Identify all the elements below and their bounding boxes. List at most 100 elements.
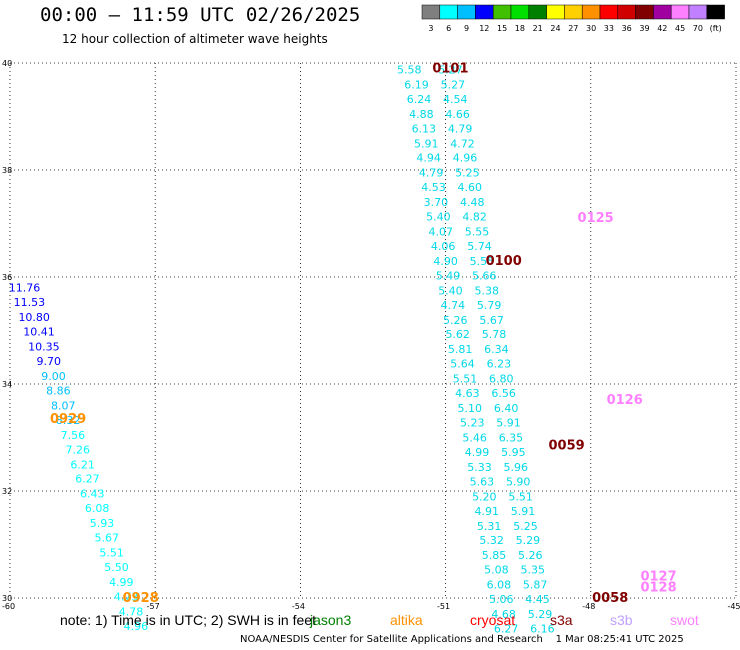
satellite-legend-s3a: s3a [550,612,573,628]
swh-value: 6.21 [70,458,95,471]
swh-value: 11.53 [14,296,46,309]
swh-value: 4.72 [450,137,475,150]
colorbar-label: 24 [550,24,560,33]
colorbar-swatch [546,4,565,20]
colorbar-legend: 3 6 9 12 15 18 21 24 27 30 33 36 39 42 45 70 (ft) [421,4,725,33]
swh-value: 5.08 [484,564,509,577]
swh-value: 6.23 [487,358,512,371]
axis-ticks: -60 -57 -54 -51 -48 -45 30 32 34 36 38 40 [2,59,740,611]
swh-value: 5.51 [99,547,124,560]
colorbar-swatch [564,4,583,20]
swh-value: 3.70 [424,196,449,209]
swh-value: 5.90 [506,475,531,488]
swh-value: 4.91 [474,505,499,518]
swh-value: 5.38 [474,284,499,297]
swh-value: 4.74 [441,299,466,312]
swh-value: 6.80 [489,373,514,386]
x-tick-label: -45 [727,602,740,611]
swh-value: 10.80 [18,311,50,324]
swh-value: 7.26 [66,443,91,456]
swh-value: 7.56 [61,429,86,442]
swh-value: 5.23 [460,417,485,430]
swh-value: 5.93 [90,517,115,530]
swh-value: 4.07 [429,226,454,239]
swh-value: 5.31 [477,520,502,533]
colorbar-label: (ft) [710,24,722,33]
pass-label: 0126 [607,393,643,408]
swh-value: 10.41 [23,326,55,339]
swh-value: 4.79 [448,122,473,135]
swh-value: 5.74 [467,240,492,253]
swh-value: 11.76 [9,282,41,295]
swh-value: 5.63 [470,475,495,488]
swh-value: 5.27 [441,78,466,91]
swh-value: 5.35 [520,564,545,577]
swh-value: 4.06 [431,240,456,253]
swh-value: 6.08 [85,502,110,515]
swh-value: 4.88 [409,108,434,121]
chart-subtitle: 12 hour collection of altimeter wave hei… [62,32,328,46]
colorbar-swatch [528,4,547,20]
swh-value: 4.78 [119,605,144,618]
colorbar-label: 12 [479,24,489,33]
colorbar-swatch [421,4,441,20]
swh-value: 5.26 [518,549,543,562]
colorbar-swatch [457,4,476,20]
colorbar-label: 15 [497,24,507,33]
colorbar-label: 9 [464,24,469,33]
swh-value: 5.40 [426,211,451,224]
swh-value: 6.16 [530,622,555,635]
swh-value: 5.46 [462,432,487,445]
swh-value: 5.55 [470,255,495,268]
colorbar-label: 33 [604,24,614,33]
swh-value: 5.58 [397,63,422,76]
pass-label: 0100 [486,254,522,269]
swh-value: 4.79 [419,167,444,180]
swh-value: 4.96 [124,620,149,633]
pass-label: 0928 [123,591,159,606]
colorbar-label: 27 [568,24,578,33]
swh-value: 4.53 [421,181,446,194]
swh-value: 4.90 [433,255,458,268]
y-tick-label: 38 [2,166,12,175]
colorbar-swatch [492,4,512,20]
swh-value: 8.86 [46,384,71,397]
colorbar-label: 42 [657,24,667,33]
colorbar-swatch [706,4,725,20]
pass-label: 0125 [578,211,614,226]
colorbar-label: 21 [533,24,543,33]
swh-value: 5.40 [438,284,463,297]
colorbar-swatch [510,4,530,20]
pass-label: 0059 [549,439,585,454]
swh-value: 6.08 [487,579,512,592]
swh-value: 5.51 [453,373,478,386]
swh-value: 5.29 [516,534,541,547]
colorbar-label: 36 [622,24,632,33]
legend-footer: note: 1) Time is in UTC; 2) SWH is in fe… [60,612,699,628]
swh-value: 5.87 [523,579,548,592]
swh-value: 5.81 [448,343,473,356]
y-tick-label: 34 [2,380,12,389]
swh-value: 4.73 [114,590,139,603]
colorbar-swatch [688,4,708,20]
swh-value: 4.45 [525,593,550,606]
swh-value: 6.27 [75,473,100,486]
swh-value: 5.62 [445,328,470,341]
colorbar-label: 30 [586,24,596,33]
x-tick-label: -57 [147,602,160,611]
swh-value: 9.00 [41,370,66,383]
swh-value: 5.25 [513,520,538,533]
colorbar-label: 6 [446,24,451,33]
swh-value: 5.26 [443,314,468,327]
chart-title: 00:00 – 11:59 UTC 02/26/2025 [40,4,361,26]
swh-value: 5.10 [458,402,483,415]
swh-value: 6.24 [407,93,432,106]
y-tick-label: 30 [2,594,12,603]
swh-value: 6.40 [494,402,519,415]
map-grid [9,62,737,599]
swh-value: 4.54 [443,93,468,106]
swh-value: 5.25 [455,167,480,180]
colorbar-label: 3 [428,24,433,33]
